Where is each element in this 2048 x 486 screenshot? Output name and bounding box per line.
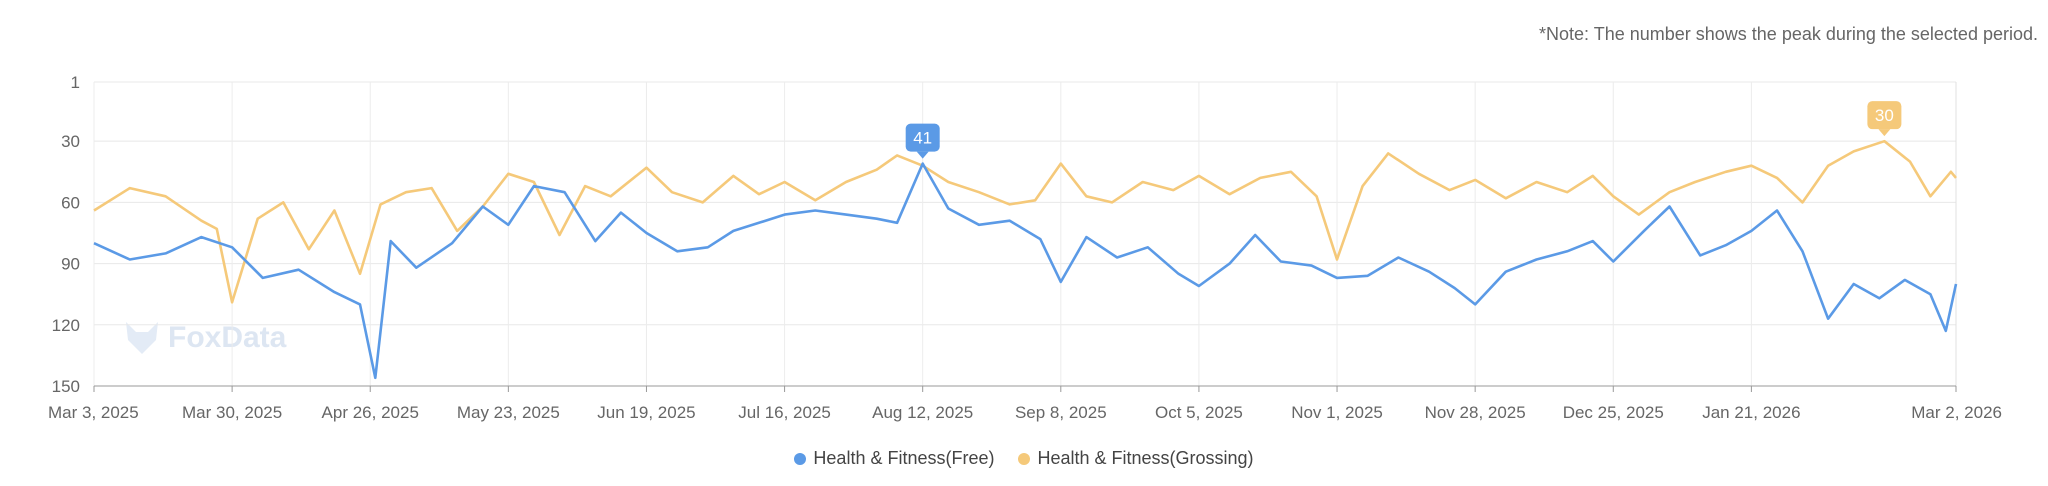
- x-tick-label: Jul 16, 2025: [738, 403, 831, 422]
- peak-label-box: [1867, 101, 1902, 130]
- x-tick-label: Jun 19, 2025: [597, 403, 695, 422]
- y-tick-label: 120: [52, 316, 80, 335]
- legend-item-grossing[interactable]: Health & Fitness(Grossing): [1018, 448, 1254, 469]
- x-tick-label: Apr 26, 2025: [322, 403, 419, 422]
- grid: [93, 81, 1957, 387]
- legend-item-free[interactable]: Health & Fitness(Free): [794, 448, 994, 469]
- peak-label-grossing: 30: [1867, 101, 1902, 137]
- x-tick-label: Dec 25, 2025: [1563, 403, 1664, 422]
- y-tick-label: 60: [61, 193, 80, 212]
- series-line-free: [93, 162, 1958, 380]
- foxdata-watermark: FoxData: [122, 318, 286, 358]
- x-tick-label: Oct 5, 2025: [1155, 403, 1243, 422]
- peak-label-text: 41: [913, 129, 932, 148]
- peak-label-pointer: [916, 151, 929, 159]
- legend-label: Health & Fitness(Grossing): [1037, 448, 1254, 468]
- peak-label-free: 41: [905, 123, 940, 159]
- peak-labels: 41 30: [905, 101, 1902, 159]
- peak-note: *Note: The number shows the peak during …: [1539, 24, 2038, 44]
- x-tick-label: Aug 12, 2025: [872, 403, 973, 422]
- series: [93, 139, 1958, 380]
- x-tick-label: Mar 2, 2026: [1911, 403, 2002, 422]
- fox-logo-icon: [126, 322, 158, 354]
- axes: 1 30 60 90 120 150 Mar 3, 2025 Mar 30, 2025 Apr …: [48, 73, 2002, 422]
- peak-label-text: 30: [1875, 106, 1894, 125]
- x-tick-label: Nov 1, 2025: [1291, 403, 1383, 422]
- x-tick-label: Jan 21, 2026: [1702, 403, 1800, 422]
- x-tick-label: Nov 28, 2025: [1425, 403, 1526, 422]
- y-tick-label: 1: [71, 73, 80, 92]
- y-tick-label: 30: [61, 132, 80, 151]
- x-tick-label: Mar 30, 2025: [182, 403, 282, 422]
- legend-dot-icon: [794, 452, 807, 465]
- legend: Health & Fitness(Free) Health & Fitness(G…: [0, 448, 2048, 470]
- legend-label: Health & Fitness(Free): [813, 448, 995, 468]
- peak-label-pointer: [1878, 129, 1891, 137]
- x-tick-label: May 23, 2025: [457, 403, 560, 422]
- peak-label-box: [905, 123, 940, 152]
- series-line-grossing: [93, 139, 1957, 304]
- legend-dot-icon: [1018, 452, 1031, 465]
- x-tick-label: Sep 8, 2025: [1015, 403, 1107, 422]
- y-tick-label: 150: [52, 377, 80, 396]
- x-tick-label: Mar 3, 2025: [48, 403, 139, 422]
- y-tick-label: 90: [61, 255, 80, 274]
